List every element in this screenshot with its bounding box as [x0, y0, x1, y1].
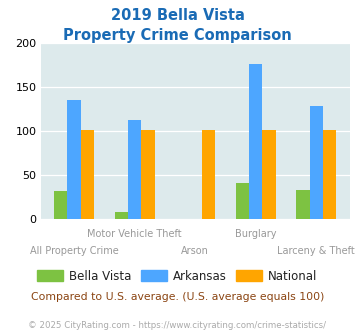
Text: Motor Vehicle Theft: Motor Vehicle Theft [87, 229, 182, 239]
Bar [128, 120, 141, 219]
Bar [296, 190, 310, 219]
Bar [249, 64, 262, 219]
Text: Property Crime Comparison: Property Crime Comparison [63, 28, 292, 43]
Bar [115, 212, 128, 219]
Bar [81, 130, 94, 219]
Text: 2019 Bella Vista: 2019 Bella Vista [110, 8, 245, 23]
Bar [323, 130, 336, 219]
Bar [236, 183, 249, 219]
Text: Compared to U.S. average. (U.S. average equals 100): Compared to U.S. average. (U.S. average … [31, 292, 324, 302]
Text: All Property Crime: All Property Crime [30, 246, 119, 256]
Text: Larceny & Theft: Larceny & Theft [278, 246, 355, 256]
Legend: Bella Vista, Arkansas, National: Bella Vista, Arkansas, National [33, 265, 322, 287]
Bar [54, 191, 67, 219]
Text: Arson: Arson [181, 246, 209, 256]
Text: Burglary: Burglary [235, 229, 277, 239]
Bar [202, 130, 215, 219]
Text: © 2025 CityRating.com - https://www.cityrating.com/crime-statistics/: © 2025 CityRating.com - https://www.city… [28, 321, 327, 330]
Bar [310, 106, 323, 219]
Bar [262, 130, 276, 219]
Bar [67, 100, 81, 219]
Bar [141, 130, 155, 219]
